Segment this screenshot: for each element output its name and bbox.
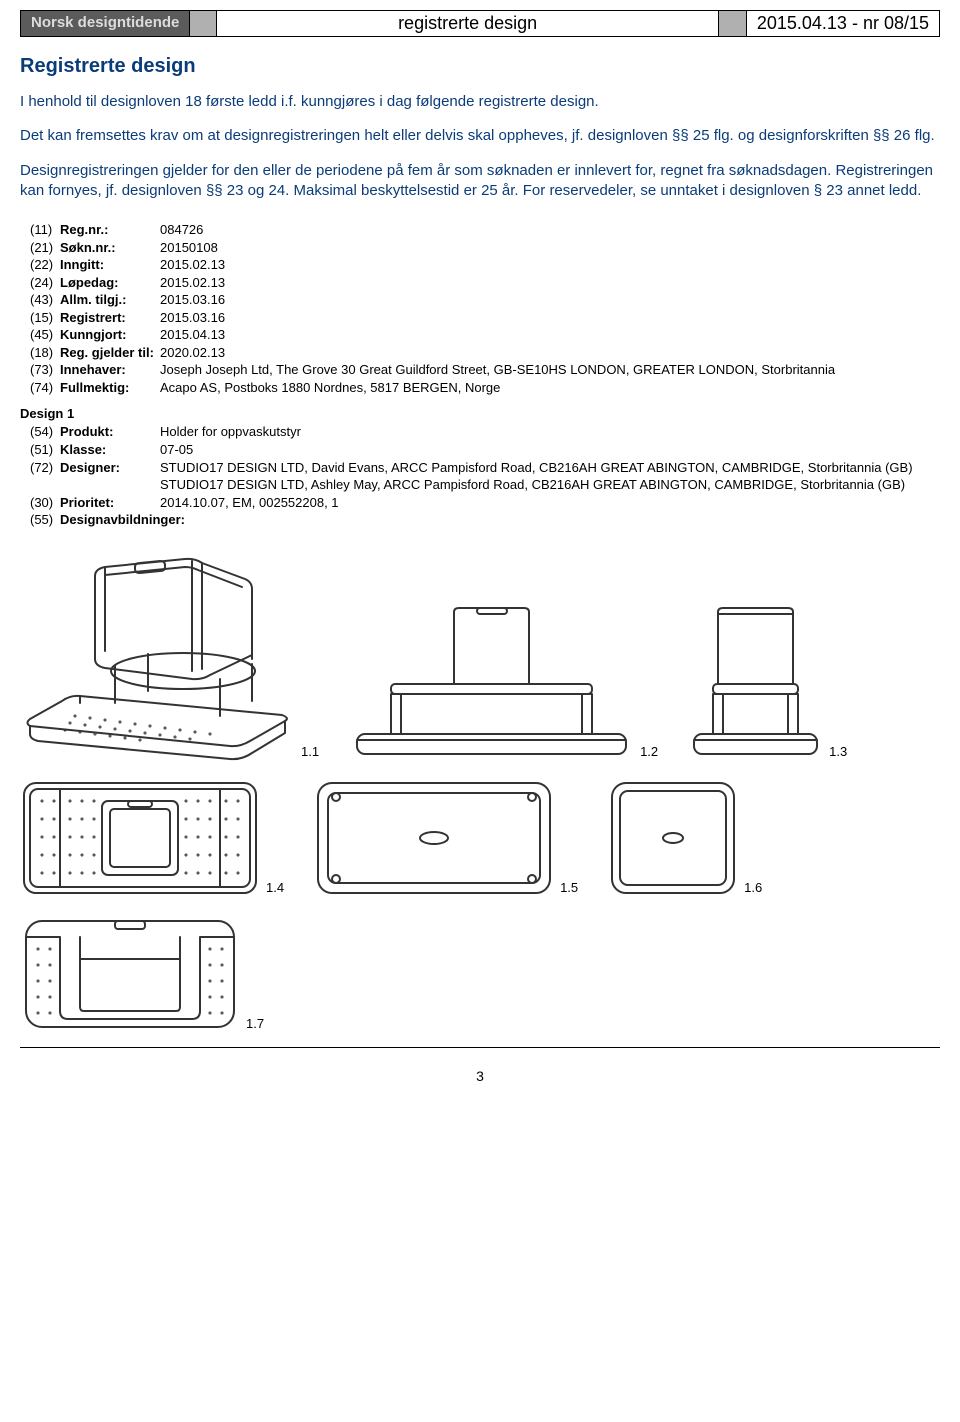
figure-label: 1.1 [301, 744, 319, 761]
field-code: (72) [30, 459, 60, 477]
record-field-row: (22)Inngitt:2015.02.13 [30, 256, 940, 274]
field-label: Fullmektig: [60, 379, 160, 397]
record-field-row: (21)Søkn.nr.:20150108 [30, 239, 940, 257]
record-field-row: (55)Designavbildninger: [30, 511, 940, 529]
field-label: Søkn.nr.: [60, 239, 160, 257]
brand-title: Norsk designtidende [21, 11, 189, 36]
record-field-row: (43)Allm. tilgj.:2015.03.16 [30, 291, 940, 309]
figure-1-5: 1.5 [314, 779, 578, 897]
record-field-row: (74)Fullmektig:Acapo AS, Postboks 1880 N… [30, 379, 940, 397]
field-value: 2015.04.13 [160, 326, 940, 344]
field-label: Kunngjort: [60, 326, 160, 344]
intro-paragraph-1: I henhold til designloven 18 første ledd… [20, 92, 940, 112]
figure-drawing-icon [20, 551, 295, 761]
header-spacer-right [719, 11, 747, 36]
section-title: Registrerte design [20, 55, 940, 78]
figure-label: 1.7 [246, 1016, 264, 1033]
field-code: (55) [30, 511, 60, 529]
field-code: (54) [30, 423, 60, 441]
field-value: 2014.10.07, EM, 002552208, 1 [160, 494, 940, 512]
field-value: Joseph Joseph Ltd, The Grove 30 Great Gu… [160, 361, 940, 379]
field-code: (43) [30, 291, 60, 309]
field-value: 07-05 [160, 441, 940, 459]
figure-1-2: 1.2 [349, 606, 658, 761]
record-fields: (11)Reg.nr.:084726(21)Søkn.nr.:20150108(… [30, 221, 940, 396]
field-value: 2015.02.13 [160, 274, 940, 292]
record-field-row: (51)Klasse:07-05 [30, 441, 940, 459]
design-subsection-title: Design 1 [20, 406, 940, 421]
field-value: 2020.02.13 [160, 344, 940, 362]
field-code: (45) [30, 326, 60, 344]
footer-separator [20, 1047, 940, 1048]
figure-1-1: 1.1 [20, 551, 319, 761]
field-value: 2015.03.16 [160, 309, 940, 327]
record-field-row: (18)Reg. gjelder til:2020.02.13 [30, 344, 940, 362]
field-value: STUDIO17 DESIGN LTD, David Evans, ARCC P… [160, 459, 940, 494]
figure-drawing-icon [20, 779, 260, 897]
intro-block: I henhold til designloven 18 første ledd… [20, 92, 940, 201]
field-code: (15) [30, 309, 60, 327]
field-label: Inngitt: [60, 256, 160, 274]
field-label: Registrert: [60, 309, 160, 327]
field-label: Designavbildninger: [60, 511, 160, 529]
figure-drawing-icon [688, 606, 823, 761]
page-number: 3 [20, 1068, 940, 1084]
record-field-row: (45)Kunngjort:2015.04.13 [30, 326, 940, 344]
field-code: (24) [30, 274, 60, 292]
field-label: Produkt: [60, 423, 160, 441]
field-label: Løpedag: [60, 274, 160, 292]
field-value: 20150108 [160, 239, 940, 257]
record-field-row: (30)Prioritet:2014.10.07, EM, 002552208,… [30, 494, 940, 512]
field-label: Reg.nr.: [60, 221, 160, 239]
field-code: (51) [30, 441, 60, 459]
field-label: Klasse: [60, 441, 160, 459]
figure-1-7: 1.7 [20, 915, 264, 1033]
field-label: Prioritet: [60, 494, 160, 512]
intro-paragraph-2: Det kan fremsettes krav om at designregi… [20, 126, 940, 146]
record-field-row: (54)Produkt:Holder for oppvaskutstyr [30, 423, 940, 441]
field-code: (22) [30, 256, 60, 274]
record-field-row: (15)Registrert:2015.03.16 [30, 309, 940, 327]
record-field-row: (24)Løpedag:2015.02.13 [30, 274, 940, 292]
intro-paragraph-3: Designregistreringen gjelder for den ell… [20, 161, 940, 202]
figure-1-6: 1.6 [608, 779, 762, 897]
record-field-row: (72)Designer:STUDIO17 DESIGN LTD, David … [30, 459, 940, 494]
design-figures: 1.1 1.2 [20, 551, 940, 1033]
design-fields: (54)Produkt:Holder for oppvaskutstyr(51)… [30, 423, 940, 528]
field-code: (21) [30, 239, 60, 257]
figure-drawing-icon [20, 915, 240, 1033]
figure-1-3: 1.3 [688, 606, 847, 761]
field-value: 2015.03.16 [160, 291, 940, 309]
figure-label: 1.5 [560, 880, 578, 897]
figure-label: 1.6 [744, 880, 762, 897]
field-code: (30) [30, 494, 60, 512]
record-block: (11)Reg.nr.:084726(21)Søkn.nr.:20150108(… [20, 221, 940, 529]
header-center-title: registrerte design [217, 11, 719, 36]
field-value: Acapo AS, Postboks 1880 Nordnes, 5817 BE… [160, 379, 940, 397]
figure-label: 1.3 [829, 744, 847, 761]
figure-drawing-icon [314, 779, 554, 897]
field-code: (74) [30, 379, 60, 397]
figure-label: 1.4 [266, 880, 284, 897]
field-value: Holder for oppvaskutstyr [160, 423, 940, 441]
figure-1-4: 1.4 [20, 779, 284, 897]
page-header: Norsk designtidende registrerte design 2… [20, 10, 940, 37]
field-code: (11) [30, 221, 60, 239]
figure-drawing-icon [608, 779, 738, 897]
field-value: 084726 [160, 221, 940, 239]
record-field-row: (11)Reg.nr.:084726 [30, 221, 940, 239]
header-date-issue: 2015.04.13 - nr 08/15 [747, 11, 939, 36]
field-label: Allm. tilgj.: [60, 291, 160, 309]
figure-drawing-icon [349, 606, 634, 761]
record-field-row: (73)Innehaver:Joseph Joseph Ltd, The Gro… [30, 361, 940, 379]
figure-label: 1.2 [640, 744, 658, 761]
field-value: 2015.02.13 [160, 256, 940, 274]
field-label: Innehaver: [60, 361, 160, 379]
field-label: Reg. gjelder til: [60, 344, 160, 362]
field-code: (18) [30, 344, 60, 362]
header-spacer-left [189, 11, 217, 36]
field-label: Designer: [60, 459, 160, 477]
field-code: (73) [30, 361, 60, 379]
